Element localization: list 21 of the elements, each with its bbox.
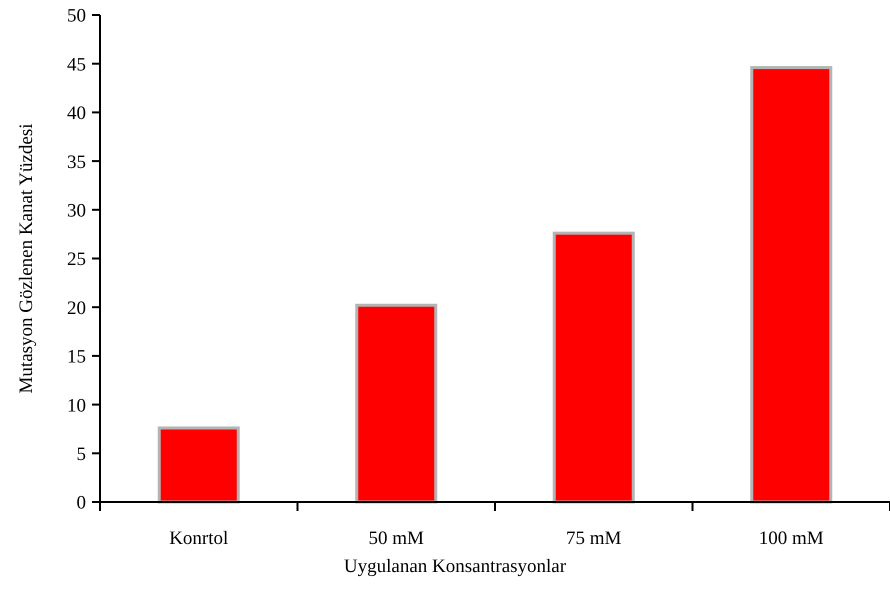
x-tick-label: Konrtol bbox=[169, 528, 228, 549]
bar bbox=[355, 304, 438, 504]
y-tick-label: 35 bbox=[67, 152, 86, 173]
y-tick-label: 5 bbox=[76, 444, 86, 465]
x-axis-title: Uygulanan Konsantrasyonlar bbox=[344, 556, 567, 577]
bar bbox=[552, 232, 635, 504]
y-tick-label: 10 bbox=[67, 395, 86, 416]
y-tick-label: 15 bbox=[67, 346, 86, 368]
bar bbox=[750, 66, 832, 504]
y-tick-label: 40 bbox=[67, 103, 86, 124]
x-tick-label: 100 mM bbox=[758, 528, 824, 549]
y-tick-label: 20 bbox=[67, 298, 86, 319]
x-tick-label: 50 mM bbox=[368, 528, 424, 549]
y-tick-label: 0 bbox=[76, 492, 86, 514]
y-tick-label: 30 bbox=[67, 200, 86, 222]
bar bbox=[158, 426, 240, 504]
y-tick-label: 45 bbox=[67, 54, 86, 76]
y-tick-label: 25 bbox=[67, 249, 86, 270]
y-tick-label: 50 bbox=[67, 6, 86, 27]
x-tick-label: 75 mM bbox=[566, 528, 622, 549]
y-axis-title: Mutasyon Gözlenen Kanat Yüzdesi bbox=[16, 124, 37, 394]
